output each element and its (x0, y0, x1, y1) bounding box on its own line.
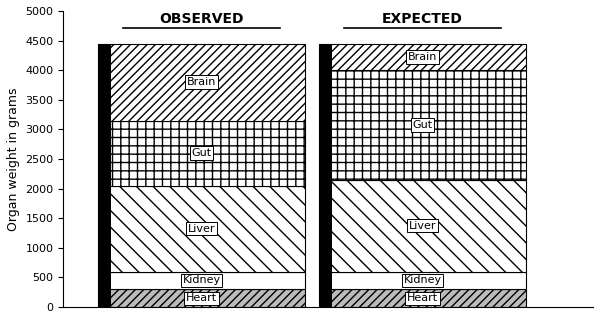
Bar (98, 272, 305, 289)
Bar (319, 180, 526, 272)
Text: Kidney: Kidney (182, 276, 221, 285)
Text: EXPECTED: EXPECTED (382, 12, 463, 26)
Text: Kidney: Kidney (404, 276, 442, 285)
Bar (98, 44, 305, 121)
Text: Liver: Liver (409, 220, 436, 231)
Text: Liver: Liver (188, 224, 215, 234)
Bar (319, 44, 526, 70)
Text: Brain: Brain (408, 52, 437, 62)
Text: OBSERVED: OBSERVED (159, 12, 244, 26)
Bar (319, 289, 526, 307)
Bar (319, 70, 526, 180)
Bar (98, 186, 305, 272)
Text: Gut: Gut (191, 148, 212, 158)
Text: Gut: Gut (413, 120, 433, 130)
Bar (98, 44, 111, 307)
Bar (98, 121, 305, 186)
Text: Brain: Brain (187, 77, 216, 87)
Y-axis label: Organ weight in grams: Organ weight in grams (7, 87, 20, 231)
Text: Heart: Heart (407, 293, 438, 303)
Bar (319, 272, 526, 289)
Text: Heart: Heart (186, 293, 217, 303)
Bar (98, 289, 305, 307)
Bar (319, 44, 332, 307)
